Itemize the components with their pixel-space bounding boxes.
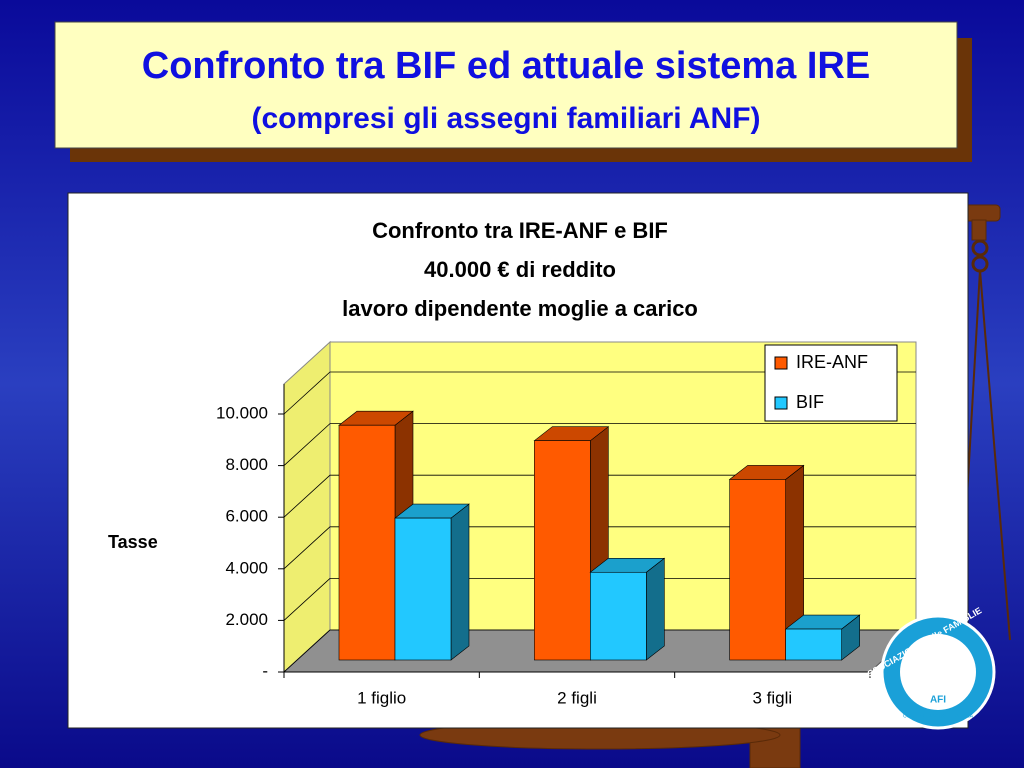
- chart-title: 40.000 € di reddito: [424, 257, 616, 282]
- grid-line: [283, 423, 916, 466]
- slide-title: Confronto tra BIF ed attuale sistema IRE: [142, 45, 870, 87]
- y-tick-label: 4.000: [225, 558, 268, 577]
- grid-line: [283, 474, 916, 518]
- x-tick-label: 3 figli: [752, 688, 792, 707]
- y-tick-label: 10.000: [216, 403, 268, 422]
- bar: [729, 479, 786, 661]
- legend-swatch: [774, 356, 788, 370]
- slide-subtitle: (compresi gli assegni familiari ANF): [251, 102, 760, 135]
- legend-swatch: [774, 396, 788, 410]
- legend-label: BIF: [796, 392, 824, 412]
- bar-side: [450, 503, 470, 661]
- x-tick-label: 2 figli: [557, 688, 597, 707]
- logo-name: AFI: [930, 695, 946, 706]
- grid-line: [283, 526, 916, 570]
- bar: [338, 424, 396, 661]
- bar: [785, 628, 842, 661]
- legend-label: IRE-ANF: [796, 352, 868, 372]
- grid-line: [283, 578, 916, 621]
- bar-side: [646, 557, 665, 661]
- y-tick-label: 2.000: [225, 610, 268, 629]
- chart: Confronto tra IRE-ANF e BIF 40.000 € di r…: [216, 218, 918, 707]
- title-box: [54, 21, 958, 149]
- chart-title: Confronto tra IRE-ANF e BIF: [372, 218, 668, 243]
- grid-line: [283, 629, 916, 673]
- x-tick-label: 1 figlio: [357, 688, 406, 707]
- bar: [590, 571, 647, 661]
- y-tick-label: -: [262, 661, 268, 680]
- bar: [534, 440, 591, 661]
- logo-footer: CONFEDERAZIONE ITALIANA: [903, 713, 974, 719]
- y-tick-label: 8.000: [225, 455, 268, 474]
- grid-line: [283, 371, 916, 415]
- y-tick-label: 6.000: [225, 507, 268, 526]
- side-wall: [283, 340, 331, 674]
- y-axis-label: Tasse: [108, 532, 158, 552]
- bar: [394, 517, 452, 661]
- chart-title: lavoro dipendente moglie a carico: [342, 296, 698, 321]
